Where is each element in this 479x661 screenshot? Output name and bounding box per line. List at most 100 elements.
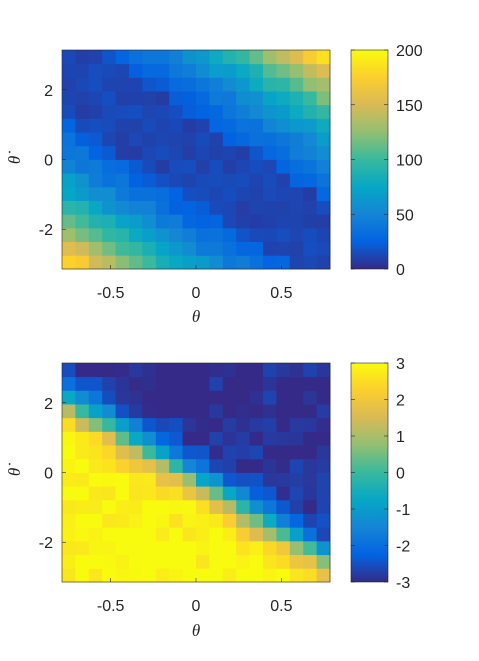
colorbar-tick-label: -1 [396,502,410,519]
heatmap-cell [209,472,224,487]
heatmap-cell [102,118,116,133]
heatmap-cell [209,118,224,133]
heatmap-cell [263,513,277,528]
heatmap-cell [263,554,277,569]
heatmap-cell [289,499,304,514]
heatmap-cell [276,458,291,473]
heatmap-cell [209,527,224,542]
heatmap-cell [249,404,264,419]
heatmap-cell [222,91,237,106]
heatmap-cell [129,214,143,229]
heatmap-cell [209,132,224,147]
heatmap-bottom-y-ticks: -2 0 2 [39,396,66,552]
heatmap-top-cells [62,50,331,270]
heatmap-cell [155,472,170,487]
heatmap-cell [102,63,116,78]
heatmap-cell [276,513,291,528]
heatmap-cell [249,376,264,391]
heatmap-cell [209,445,224,460]
heatmap-cell [142,513,157,528]
heatmap-cell [263,241,277,256]
heatmap-cell [196,241,210,256]
heatmap-cell [236,486,250,501]
heatmap-cell [249,159,264,174]
heatmap-cell [289,363,304,378]
heatmap-cell [249,173,264,188]
heatmap-cell [129,486,143,501]
heatmap-cell [169,472,183,487]
heatmap-cell [115,227,130,243]
heatmap-cell [75,118,90,133]
heatmap-cell [155,50,170,65]
heatmap-cell [169,186,183,201]
heatmap-top: -0.5 0 0.5 -2 0 2 θ θ̇ [5,49,331,326]
heatmap-cell [62,445,76,460]
heatmap-cell [115,241,130,256]
heatmap-cell [169,214,183,229]
heatmap-cell [75,159,90,174]
heatmap-cell [155,390,170,405]
heatmap-cell [222,513,237,528]
heatmap-cell [316,404,331,419]
heatmap-cell [276,445,291,460]
heatmap-cell [276,118,291,133]
heatmap-cell [236,404,250,419]
heatmap-cell [209,513,224,528]
heatmap-cell [263,363,277,378]
heatmap-cell [182,445,197,460]
heatmap-cell [236,499,250,514]
heatmap-cell [276,186,291,201]
heatmap-cell [115,376,130,391]
heatmap-cell [88,173,103,188]
heatmap-cell [209,390,224,405]
heatmap-cell [209,499,224,514]
heatmap-cell [115,91,130,106]
heatmap-cell [115,159,130,174]
heatmap-cell [316,77,331,92]
heatmap-cell [88,145,103,160]
heatmap-cell [62,173,76,188]
heatmap-cell [88,540,103,556]
colorbar-top-ticks: 0 50 100 150 200 [351,43,423,279]
heatmap-cell [182,77,197,92]
heatmap-cell [316,363,331,378]
heatmap-cell [289,159,304,174]
heatmap-cell [249,363,264,378]
heatmap-cell [115,104,130,119]
heatmap-cell [303,458,317,473]
heatmap-cell [316,458,331,473]
heatmap-cell [289,445,304,460]
heatmap-cell [303,486,317,501]
heatmap-cell [62,118,76,133]
heatmap-cell [62,527,76,542]
heatmap-cell [276,63,291,78]
heatmap-cell [316,50,331,65]
heatmap-cell [303,63,317,78]
heatmap-cell [88,486,103,501]
heatmap-cell [303,145,317,160]
heatmap-cell [75,241,90,256]
heatmap-cell [102,255,116,270]
heatmap-cell [102,458,116,473]
heatmap-cell [142,50,157,65]
heatmap-cell [249,186,264,201]
heatmap-cell [236,63,250,78]
heatmap-cell [142,104,157,119]
heatmap-cell [289,255,304,270]
heatmap-cell [196,63,210,78]
heatmap-cell [88,527,103,542]
heatmap-cell [289,458,304,473]
heatmap-cell [102,513,116,528]
heatmap-cell [102,186,116,201]
colorbar-top-gradient [350,49,389,270]
heatmap-cell [209,241,224,256]
heatmap-cell [196,417,210,432]
heatmap-cell [182,173,197,188]
heatmap-cell [303,431,317,446]
heatmap-cell [75,404,90,419]
heatmap-cell [236,227,250,243]
heatmap-cell [276,404,291,419]
heatmap-cell [88,200,103,215]
heatmap-cell [155,159,170,174]
heatmap-cell [102,173,116,188]
